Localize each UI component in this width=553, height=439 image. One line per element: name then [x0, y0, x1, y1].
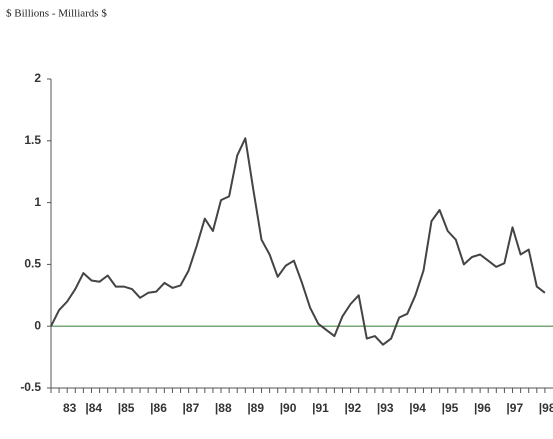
y-tick-label: 1.5	[24, 133, 41, 147]
data-line	[50, 137, 546, 346]
x-tick-label: |88	[215, 401, 232, 415]
x-tick-label: |92	[344, 401, 361, 415]
x-tick-label: |91	[312, 401, 329, 415]
x-tick-label: |98	[539, 401, 553, 415]
y-tick-label: 0	[34, 318, 41, 332]
x-tick-label: |87	[183, 401, 200, 415]
x-tick-label: |89	[247, 401, 264, 415]
x-tick-label: |93	[377, 401, 394, 415]
x-tick-label: |85	[118, 401, 135, 415]
x-tick-label: |95	[442, 401, 459, 415]
y-tick-label: -0.5	[20, 380, 41, 394]
x-tick-label: |90	[280, 401, 297, 415]
x-tick-label: |94	[409, 401, 426, 415]
y-tick-label: 1	[34, 195, 41, 209]
x-tick-label: |96	[474, 401, 491, 415]
x-tick-label: 83	[63, 401, 77, 415]
y-tick-label: 2	[34, 71, 41, 85]
x-tick-label: |84	[85, 401, 102, 415]
x-tick-label: |97	[506, 401, 523, 415]
chart-title: $ Billions - Milliards $	[6, 8, 107, 20]
y-tick-label: 0.5	[24, 257, 41, 271]
x-tick-label: |86	[150, 401, 167, 415]
